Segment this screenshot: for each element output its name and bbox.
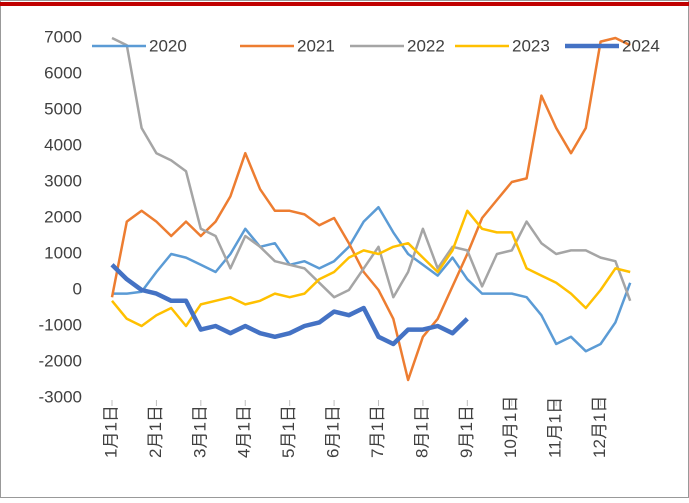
y-tick-label: -1000 (39, 315, 82, 334)
x-tick-label: 2月1日 (146, 405, 165, 458)
series-line (112, 205, 632, 353)
legend-label: 2024 (622, 36, 660, 55)
y-tick-label: -2000 (39, 351, 82, 370)
y-tick-label: 5000 (44, 99, 82, 118)
x-tick-label: 9月1日 (457, 405, 476, 458)
x-tick-label: 12月1日 (590, 396, 609, 458)
x-tick-label: 7月1日 (368, 405, 387, 458)
y-tick-label: 1000 (44, 243, 82, 262)
y-tick-label: 6000 (44, 63, 82, 82)
series-line (110, 36, 631, 382)
x-tick-label: 10月1日 (501, 396, 520, 458)
plot-area (110, 36, 632, 382)
series-line (111, 36, 632, 302)
legend-label: 2021 (297, 36, 335, 55)
x-tick-label: 11月1日 (546, 397, 565, 458)
legend-label: 2023 (512, 36, 550, 55)
y-tick-label: 0 (73, 279, 82, 298)
legend-label: 2022 (407, 36, 445, 55)
y-tick-label: 4000 (44, 135, 82, 154)
x-tick-label: 5月1日 (279, 405, 298, 458)
x-tick-label: 8月1日 (412, 405, 431, 458)
y-tick-label: 3000 (44, 171, 82, 190)
x-tick-label: 4月1日 (235, 405, 254, 458)
y-tick-label: 2000 (44, 207, 82, 226)
y-tick-label: 7000 (44, 27, 82, 46)
x-tick-label: 1月1日 (101, 405, 120, 458)
series-line (111, 209, 631, 328)
x-tick-label: 6月1日 (324, 405, 343, 458)
y-tick-label: -3000 (39, 387, 82, 406)
legend-label: 2020 (149, 36, 187, 55)
series-line (110, 263, 469, 347)
x-tick-label: 3月1日 (190, 405, 209, 458)
